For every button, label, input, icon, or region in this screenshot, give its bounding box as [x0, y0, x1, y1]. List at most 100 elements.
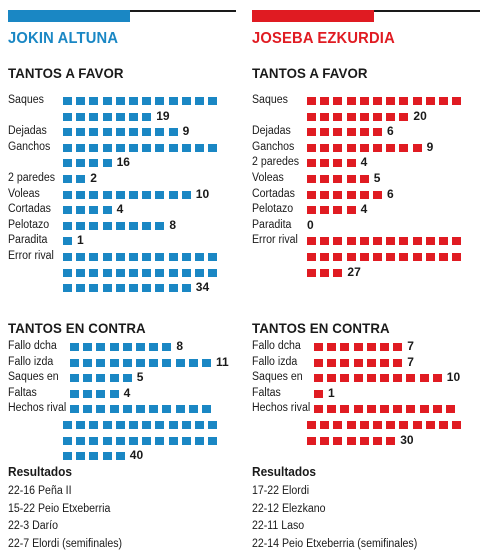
point-square — [320, 206, 329, 214]
point-square — [116, 144, 125, 152]
stat-label: Faltas — [8, 387, 37, 400]
stat-value: 11 — [216, 356, 229, 369]
point-square — [333, 175, 342, 183]
point-square — [393, 374, 402, 382]
point-square — [169, 144, 178, 152]
stat-label: Pelotazo — [8, 219, 49, 232]
stat-value: 40 — [130, 449, 143, 462]
point-square — [116, 97, 125, 105]
point-square — [162, 359, 171, 367]
point-square — [70, 359, 79, 367]
point-square — [76, 206, 85, 214]
point-square — [129, 284, 138, 292]
point-square — [439, 253, 448, 261]
point-square — [347, 437, 356, 445]
point-square — [63, 175, 72, 183]
stat-label: Cortadas — [8, 203, 51, 216]
point-square — [123, 343, 132, 351]
result-line: 22-11 Laso — [252, 518, 417, 536]
stat-label: Dejadas — [8, 125, 47, 138]
point-square — [380, 343, 389, 351]
point-square — [333, 437, 342, 445]
point-square — [439, 97, 448, 105]
point-square — [182, 97, 191, 105]
point-square — [413, 421, 422, 429]
point-square — [367, 343, 376, 351]
stat-label: Pelotazo — [252, 203, 293, 216]
point-square — [182, 269, 191, 277]
point-square — [373, 237, 382, 245]
stat-value: 0 — [307, 219, 314, 232]
point-square — [83, 359, 92, 367]
point-square — [155, 222, 164, 230]
point-square — [360, 128, 369, 136]
point-square — [70, 390, 79, 398]
stat-label: Hechos rival — [252, 402, 310, 415]
result-line: 22-16 Peña II — [8, 483, 122, 501]
point-square — [76, 159, 85, 167]
point-square — [320, 159, 329, 167]
point-square — [386, 421, 395, 429]
point-square — [195, 437, 204, 445]
point-square — [360, 253, 369, 261]
point-square — [70, 343, 79, 351]
point-square — [433, 405, 442, 413]
point-square — [320, 269, 329, 277]
point-square — [89, 421, 98, 429]
point-square — [63, 191, 72, 199]
point-square — [320, 237, 329, 245]
point-square — [307, 269, 316, 277]
stat-value: 1 — [328, 387, 335, 400]
point-square — [63, 269, 72, 277]
point-square — [182, 437, 191, 445]
result-line: 22-12 Elezkano — [252, 501, 417, 519]
point-square — [155, 128, 164, 136]
point-square — [202, 359, 211, 367]
point-square — [76, 284, 85, 292]
stat-value: 16 — [117, 156, 130, 169]
point-square — [307, 191, 316, 199]
stat-label: Dejadas — [252, 125, 291, 138]
point-square — [169, 253, 178, 261]
point-square — [439, 421, 448, 429]
point-square — [452, 237, 461, 245]
point-square — [347, 191, 356, 199]
point-square — [354, 343, 363, 351]
point-square — [89, 284, 98, 292]
point-square — [189, 359, 198, 367]
point-square — [162, 343, 171, 351]
point-square — [89, 437, 98, 445]
point-square — [63, 206, 72, 214]
point-square — [129, 437, 138, 445]
point-square — [142, 222, 151, 230]
point-square — [136, 343, 145, 351]
point-square — [76, 175, 85, 183]
point-square — [399, 253, 408, 261]
point-square — [195, 421, 204, 429]
point-square — [320, 437, 329, 445]
point-square — [420, 405, 429, 413]
point-square — [63, 237, 72, 245]
stat-value: 4 — [361, 156, 368, 169]
point-square — [340, 405, 349, 413]
point-square — [103, 284, 112, 292]
point-square — [439, 237, 448, 245]
point-square — [103, 206, 112, 214]
point-square — [367, 405, 376, 413]
player-name: JOSEBA EZKURDIA — [252, 30, 395, 48]
results-title: Resultados — [8, 465, 126, 480]
point-square — [327, 374, 336, 382]
point-square — [373, 128, 382, 136]
point-square — [96, 359, 105, 367]
result-line: 22-3 Darío — [8, 518, 122, 536]
point-square — [333, 206, 342, 214]
point-square — [367, 374, 376, 382]
point-square — [63, 113, 72, 121]
point-square — [116, 222, 125, 230]
point-square — [373, 113, 382, 121]
point-square — [136, 359, 145, 367]
point-square — [195, 144, 204, 152]
